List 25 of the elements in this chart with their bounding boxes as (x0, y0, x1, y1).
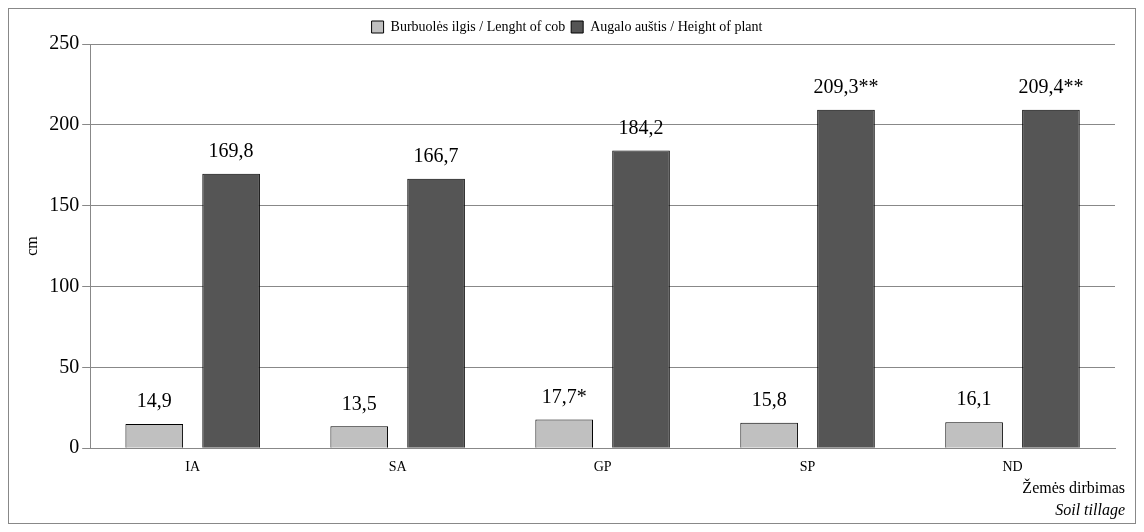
x-axis-title: Žemės dirbimas Soil tillage (1022, 478, 1125, 520)
y-tick-label: 100 (49, 273, 80, 296)
x-tick-label: SA (388, 459, 408, 475)
data-label: 16,1 (956, 387, 992, 410)
data-label: 169,8 (208, 138, 254, 161)
y-tick-label: 50 (59, 354, 80, 377)
y-tick-label: 150 (49, 192, 80, 215)
x-tick-label: GP (593, 459, 612, 475)
data-label: 14,9 (136, 389, 172, 412)
data-label: 209,4** (1018, 74, 1084, 97)
x-tick-label: ND (1002, 459, 1023, 475)
data-label: 184,2 (618, 115, 664, 138)
legend-label: Burbuolės ilgis / Lenght of cob (390, 18, 566, 34)
y-tick-label: 200 (49, 112, 80, 135)
x-tick-label: IA (185, 459, 201, 475)
y-tick-label: 0 (69, 435, 80, 458)
legend-label: Augalo auštis / Height of plant (590, 18, 763, 34)
data-label: 209,3** (813, 75, 879, 98)
x-tick-label: SP (799, 459, 816, 475)
data-label: 17,7* (541, 384, 587, 407)
data-label: 13,5 (341, 391, 377, 414)
y-tick-label: 250 (49, 31, 80, 54)
y-axis-title: cm (22, 235, 40, 256)
data-label: 166,7 (413, 143, 459, 166)
data-label: 15,8 (751, 387, 787, 410)
